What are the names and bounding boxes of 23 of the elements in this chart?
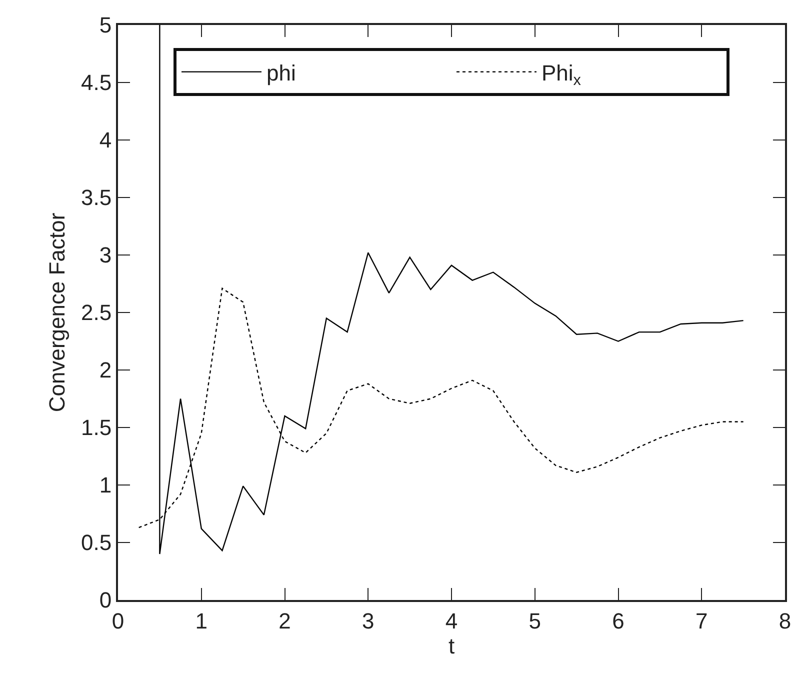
- y-tick-label: 3: [99, 242, 112, 268]
- y-tick-label: 2: [99, 358, 112, 383]
- y-tick-label: 5: [99, 12, 112, 38]
- x-tick-label: 5: [528, 608, 542, 634]
- y-tick-label: 1.5: [81, 415, 112, 440]
- y-tick-label: 0: [99, 588, 112, 613]
- y-tick-label: 2.5: [81, 300, 112, 326]
- x-tick-label: 1: [195, 608, 208, 634]
- legend-label: phi: [266, 60, 296, 86]
- x-tick-label: 7: [696, 608, 708, 634]
- x-tick-label: 2: [278, 608, 291, 634]
- x-tick-label: 6: [612, 608, 624, 634]
- y-tick-label: 3.5: [81, 185, 112, 210]
- x-tick-label: 4: [445, 608, 458, 634]
- x-axis-title: t: [448, 633, 455, 658]
- y-tick-label: 0.5: [81, 530, 112, 556]
- x-tick-label: 8: [778, 608, 792, 634]
- y-axis-title: Convergence Factor: [44, 212, 70, 412]
- y-tick-label: 1: [99, 472, 112, 498]
- y-tick-label: 4.5: [81, 70, 112, 96]
- y-tick-label: 4: [99, 128, 112, 153]
- legend-label: Phi$_{x}$: [542, 60, 582, 89]
- x-tick-label: 3: [362, 608, 374, 634]
